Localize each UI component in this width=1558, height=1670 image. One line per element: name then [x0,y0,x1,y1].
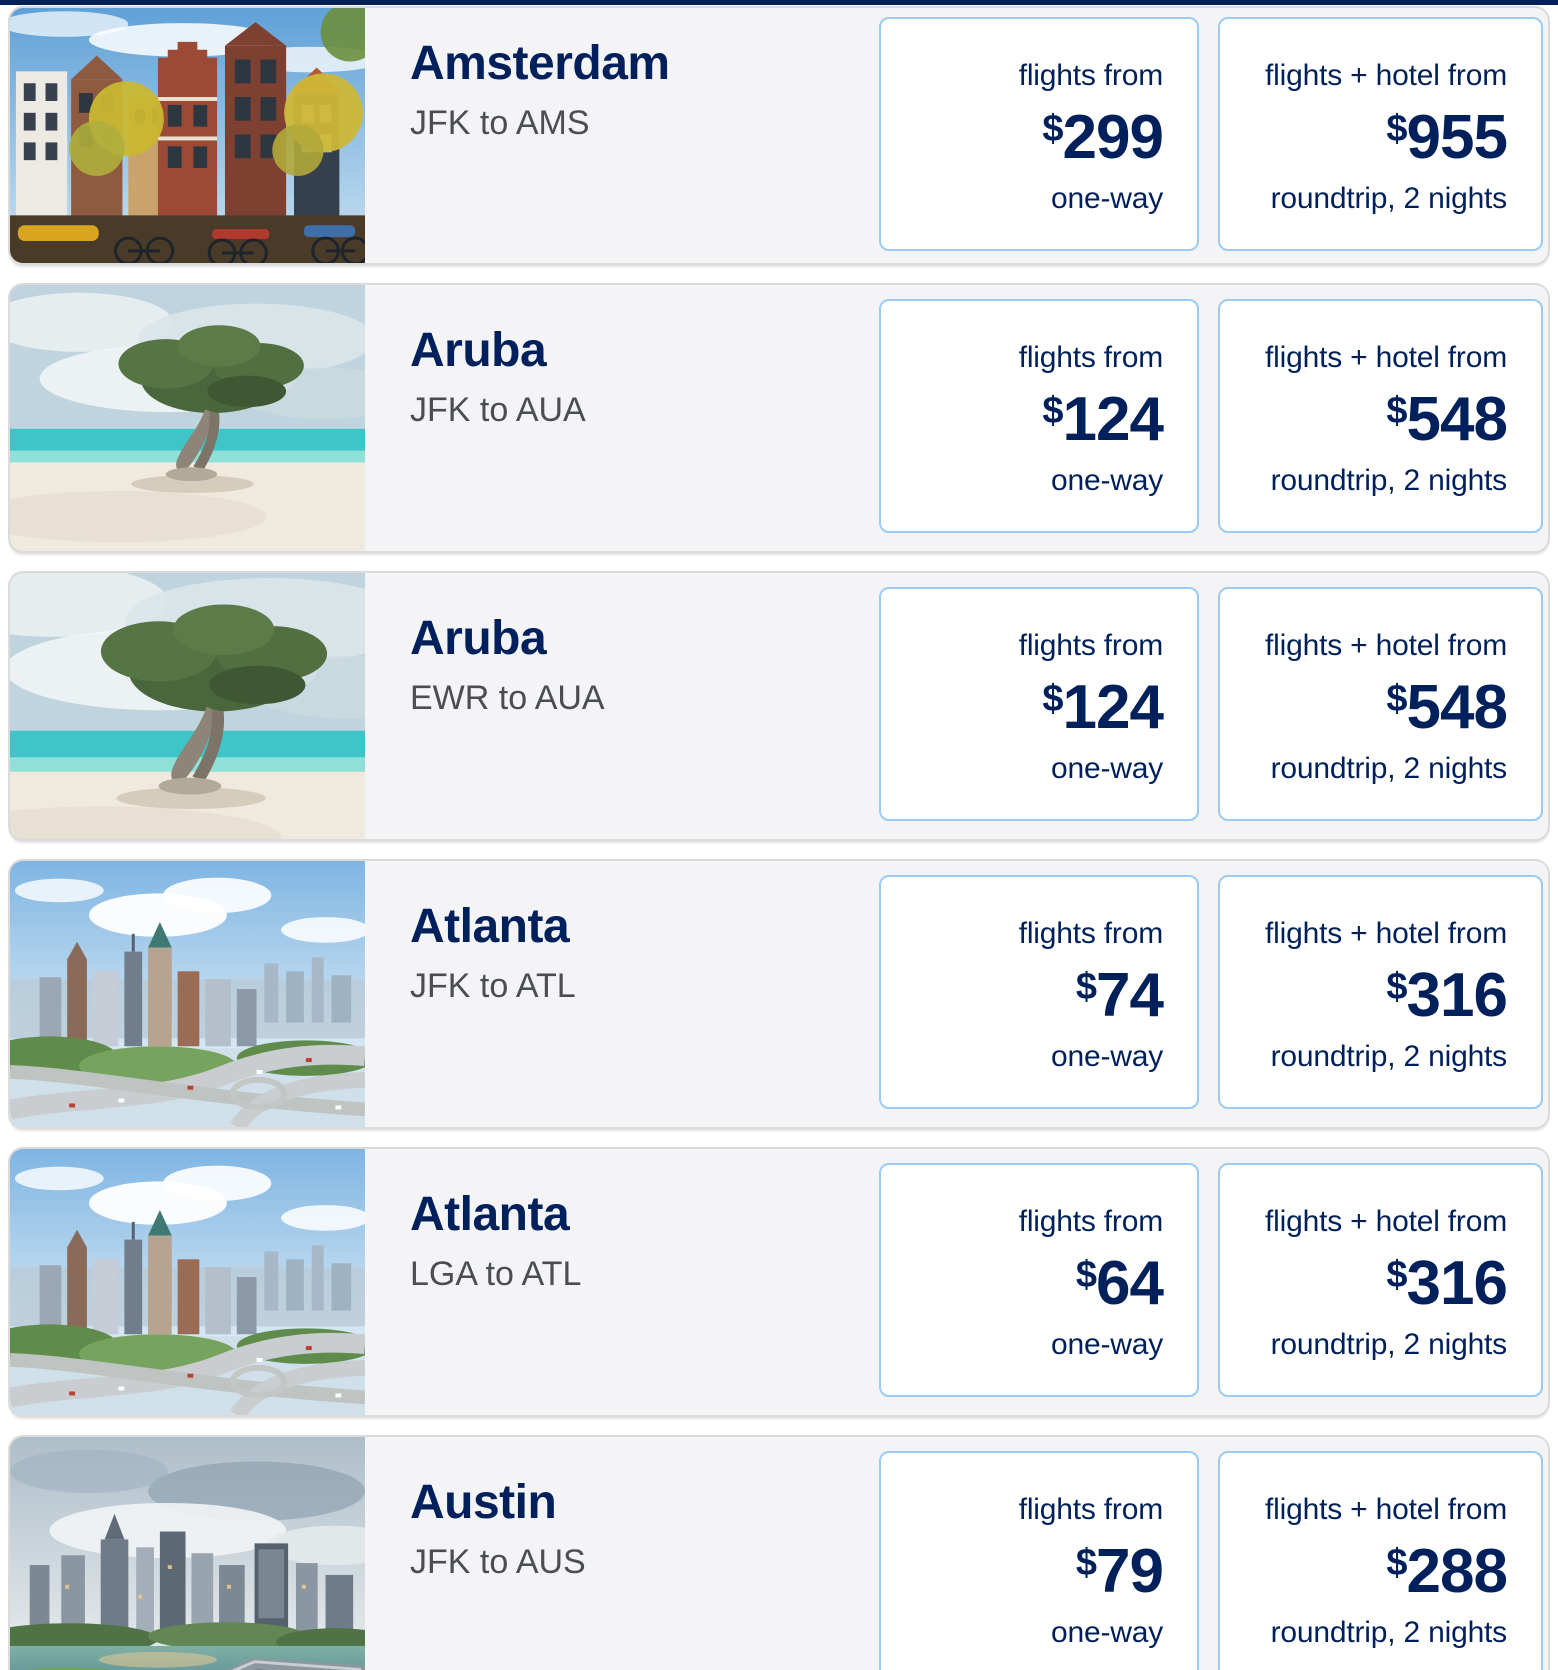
package-price: $548 [1386,672,1508,742]
flight-price: $124 [1042,672,1164,742]
deal-row-atlanta-jfk[interactable]: Atlanta JFK to ATL flights from $74 one-… [8,859,1550,1129]
route-text: JFK to AUS [410,1542,586,1581]
roundtrip-label: roundtrip, 2 nights [1270,463,1508,497]
deal-row-aruba-jfk[interactable]: Aruba JFK to AUA flights from $124 one-w… [8,283,1550,553]
price-cards: flights from $124 one-way flights + hote… [879,587,1543,821]
flights-hotel-from-label: flights + hotel from [1265,59,1507,92]
dollar-sign: $ [1075,1541,1097,1584]
destination-name: Atlanta [410,1188,570,1241]
dollar-sign: $ [1075,1253,1097,1296]
roundtrip-label: roundtrip, 2 nights [1270,1615,1508,1649]
one-way-label: one-way [1051,1327,1163,1361]
package-price: $955 [1386,102,1508,172]
roundtrip-label: roundtrip, 2 nights [1270,1039,1508,1073]
flights-from-label: flights from [1018,629,1164,662]
deal-info: Amsterdam JFK to AMS [410,37,670,144]
deal-row-aruba-ewr[interactable]: Aruba EWR to AUA flights from $124 one-w… [8,571,1550,841]
route-text: LGA to ATL [410,1254,582,1293]
deal-info: Aruba JFK to AUA [410,324,586,431]
destination-image-atlanta [10,1149,365,1415]
route-text: JFK to AMS [410,103,590,142]
flight-price-button[interactable]: flights from $299 one-way [879,17,1199,251]
deals-list: Amsterdam JFK to AMS flights from $299 o… [0,6,1558,1670]
deal-info: Atlanta JFK to ATL [410,900,576,1007]
flight-price-button[interactable]: flights from $64 one-way [879,1163,1199,1397]
deal-row-atlanta-lga[interactable]: Atlanta LGA to ATL flights from $64 one-… [8,1147,1550,1417]
flight-price: $74 [1075,960,1164,1030]
roundtrip-label: roundtrip, 2 nights [1270,181,1508,215]
flights-hotel-from-label: flights + hotel from [1265,917,1507,950]
flight-price-button[interactable]: flights from $79 one-way [879,1451,1199,1670]
flight-price-button[interactable]: flights from $74 one-way [879,875,1199,1109]
flight-price: $64 [1075,1248,1164,1318]
flights-hotel-from-label: flights + hotel from [1265,1205,1507,1238]
deal-info: Atlanta LGA to ATL [410,1188,582,1295]
route-text: JFK to ATL [410,966,576,1005]
dollar-sign: $ [1042,677,1063,720]
one-way-label: one-way [1051,463,1163,497]
destination-image-austin [10,1437,365,1670]
package-price-button[interactable]: flights + hotel from $316 roundtrip, 2 n… [1218,1163,1543,1397]
top-divider-bar [0,0,1558,5]
flights-hotel-from-label: flights + hotel from [1265,341,1507,374]
route-text: EWR to AUA [410,678,605,717]
destination-name: Aruba [410,612,547,665]
dollar-sign: $ [1386,389,1407,432]
package-price: $288 [1386,1536,1508,1606]
deal-row-austin-jfk[interactable]: Austin JFK to AUS flights from $79 one-w… [8,1435,1550,1670]
one-way-label: one-way [1051,751,1163,785]
flight-price: $124 [1042,384,1164,454]
destination-image-amsterdam [10,8,365,263]
flights-from-label: flights from [1018,1493,1164,1526]
dollar-sign: $ [1386,107,1407,150]
flight-price: $79 [1075,1536,1164,1606]
deal-row-amsterdam-jfk[interactable]: Amsterdam JFK to AMS flights from $299 o… [8,6,1550,265]
dollar-sign: $ [1386,1253,1407,1296]
price-cards: flights from $64 one-way flights + hotel… [879,1163,1543,1397]
one-way-label: one-way [1051,181,1163,215]
destination-name: Austin [410,1476,557,1529]
flight-price-button[interactable]: flights from $124 one-way [879,299,1199,533]
package-price: $316 [1386,1248,1508,1318]
flights-from-label: flights from [1018,341,1164,374]
roundtrip-label: roundtrip, 2 nights [1270,1327,1508,1361]
price-cards: flights from $74 one-way flights + hotel… [879,875,1543,1109]
flights-from-label: flights from [1018,917,1164,950]
flights-from-label: flights from [1018,1205,1164,1238]
roundtrip-label: roundtrip, 2 nights [1270,751,1508,785]
destination-name: Aruba [410,324,547,377]
one-way-label: one-way [1051,1615,1163,1649]
flight-price: $299 [1042,102,1164,172]
flights-hotel-from-label: flights + hotel from [1265,1493,1507,1526]
flights-from-label: flights from [1018,59,1164,92]
package-price-button[interactable]: flights + hotel from $955 roundtrip, 2 n… [1218,17,1543,251]
destination-name: Amsterdam [410,37,670,90]
dollar-sign: $ [1042,107,1063,150]
dollar-sign: $ [1386,1541,1407,1584]
price-cards: flights from $299 one-way flights + hote… [879,17,1543,251]
package-price: $548 [1386,384,1508,454]
flight-price-button[interactable]: flights from $124 one-way [879,587,1199,821]
dollar-sign: $ [1075,965,1097,1008]
flights-hotel-from-label: flights + hotel from [1265,629,1507,662]
one-way-label: one-way [1051,1039,1163,1073]
deal-info: Austin JFK to AUS [410,1476,586,1583]
dollar-sign: $ [1386,677,1407,720]
destination-image-aruba [10,285,365,551]
destination-name: Atlanta [410,900,570,953]
route-text: JFK to AUA [410,390,586,429]
price-cards: flights from $124 one-way flights + hote… [879,299,1543,533]
dollar-sign: $ [1386,965,1407,1008]
deal-info: Aruba EWR to AUA [410,612,605,719]
package-price-button[interactable]: flights + hotel from $548 roundtrip, 2 n… [1218,299,1543,533]
price-cards: flights from $79 one-way flights + hotel… [879,1451,1543,1670]
package-price-button[interactable]: flights + hotel from $548 roundtrip, 2 n… [1218,587,1543,821]
package-price-button[interactable]: flights + hotel from $316 roundtrip, 2 n… [1218,875,1543,1109]
destination-image-aruba-closeup [10,573,365,839]
dollar-sign: $ [1042,389,1063,432]
package-price: $316 [1386,960,1508,1030]
destination-image-atlanta [10,861,365,1127]
package-price-button[interactable]: flights + hotel from $288 roundtrip, 2 n… [1218,1451,1543,1670]
